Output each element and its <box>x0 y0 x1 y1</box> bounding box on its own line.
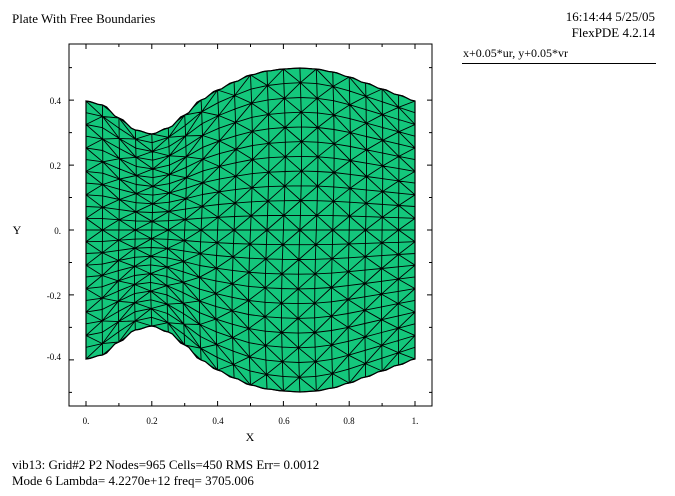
y-tick-label: 0.4 <box>50 96 62 106</box>
y-tick-label: -0.2 <box>47 291 61 301</box>
x-tick-label: 0.4 <box>212 416 224 426</box>
plate-boundary <box>85 67 416 393</box>
mode-info-line: Mode 6 Lambda= 4.2270e+12 freq= 3705.006 <box>12 473 254 488</box>
run-stats-line: vib13: Grid#2 P2 Nodes=965 Cells=450 RMS… <box>12 457 320 472</box>
tick-marks <box>69 44 432 406</box>
axis-ticks <box>69 44 432 406</box>
x-tick-label: 1. <box>412 416 419 426</box>
plot-title: Plate With Free Boundaries <box>12 11 156 26</box>
legend-underline <box>462 63 656 64</box>
y-tick-label: 0. <box>54 226 61 236</box>
legend-expression: x+0.05*ur, y+0.05*vr <box>463 46 569 60</box>
x-tick-label: 0. <box>83 416 90 426</box>
y-tick-label: -0.4 <box>47 352 62 362</box>
x-tick-label: 0.6 <box>278 416 290 426</box>
y-axis-label: Y <box>13 223 22 237</box>
software-version: FlexPDE 4.2.14 <box>571 25 655 40</box>
x-tick-label: 0.8 <box>343 416 355 426</box>
timestamp: 16:14:44 5/25/05 <box>565 9 655 24</box>
x-tick-label: 0.2 <box>146 416 157 426</box>
y-tick-label: 0.2 <box>50 161 61 171</box>
x-axis-label: X <box>246 430 255 444</box>
